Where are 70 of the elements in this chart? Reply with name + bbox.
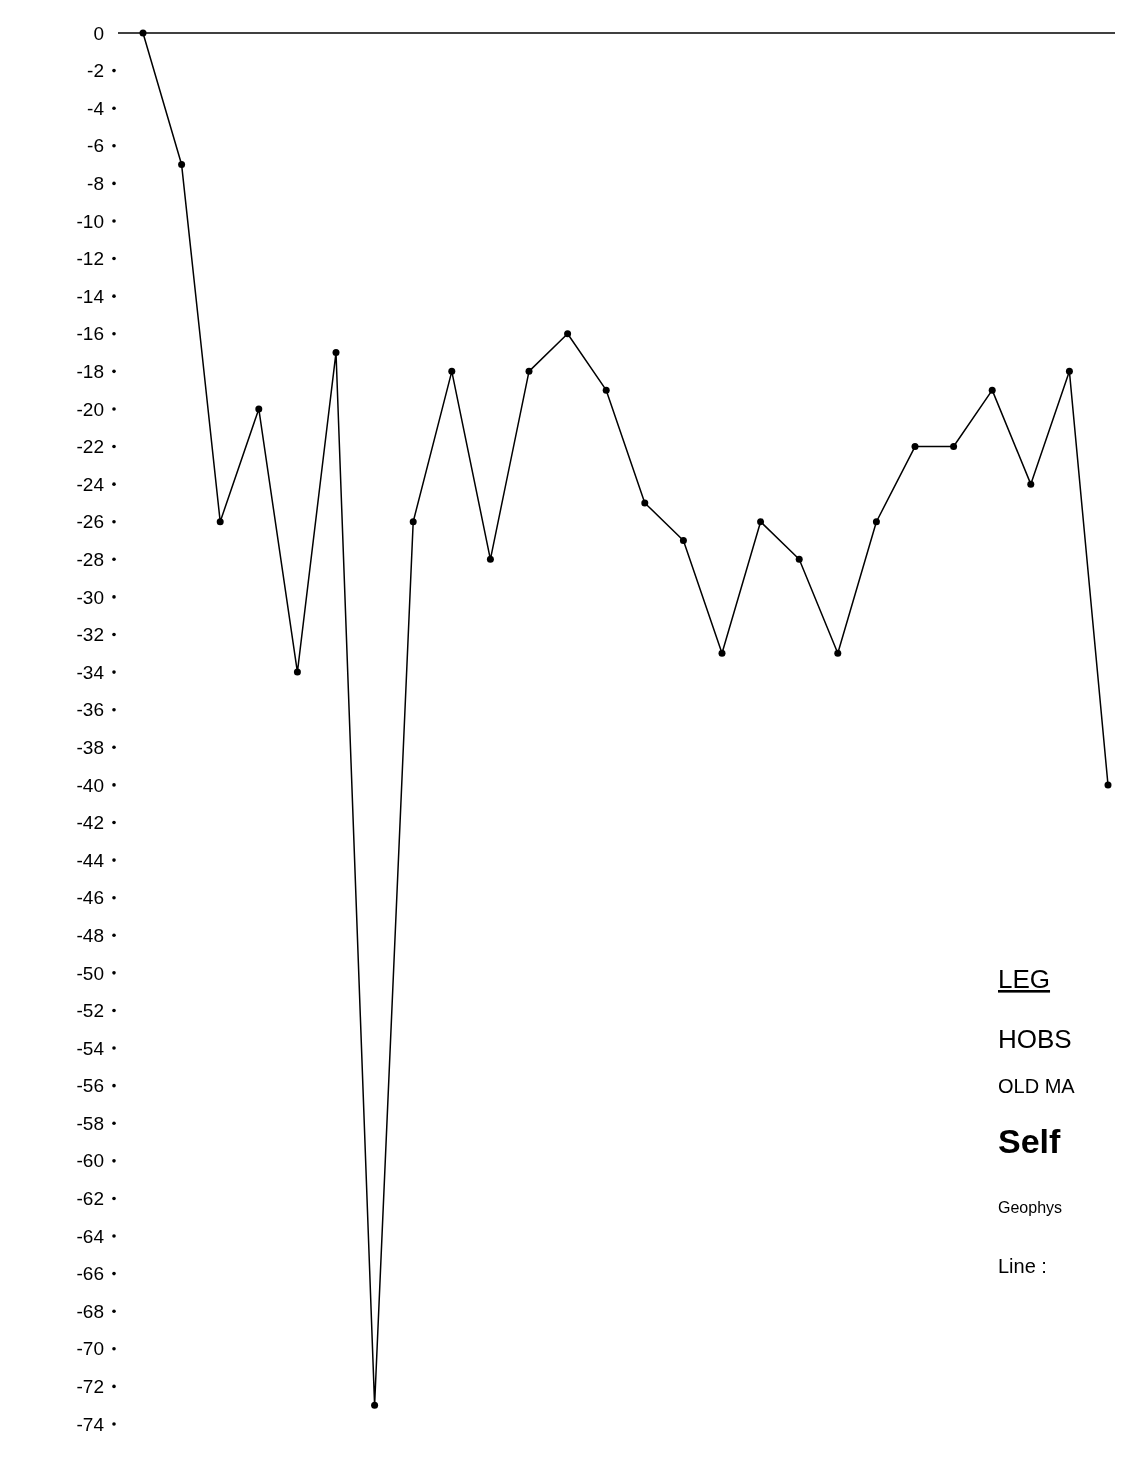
y-tick-label: -2: [87, 60, 104, 82]
annotation: Self: [998, 1122, 1062, 1160]
y-tick-label: -42: [76, 812, 104, 834]
point: [525, 367, 533, 375]
y-tick-label: -32: [76, 624, 104, 646]
y-tick-label: -68: [76, 1300, 104, 1322]
point: [178, 161, 186, 169]
y-tick-label: -56: [76, 1075, 104, 1097]
y-tick-label: -64: [76, 1225, 105, 1247]
annotation: OLD MA: [998, 1075, 1076, 1097]
annotation: LEG: [998, 964, 1051, 994]
y-tick-label: -38: [76, 736, 104, 758]
y-tick-label: -48: [76, 924, 104, 946]
y-tick-label: -40: [76, 774, 104, 796]
y-tick-label: -72: [76, 1376, 104, 1398]
point: [486, 555, 494, 563]
y-tick-label: -30: [76, 586, 104, 608]
y-tick-label: -34: [76, 661, 105, 683]
y-tick-label: -16: [76, 323, 104, 345]
point: [679, 537, 687, 545]
y-tick-label: -14: [76, 285, 105, 307]
point: [641, 499, 649, 507]
y-tick-label: 0: [93, 22, 104, 44]
y-tick-label: -26: [76, 511, 104, 533]
point: [293, 668, 301, 676]
point: [448, 367, 456, 375]
point: [1104, 781, 1112, 789]
point: [255, 405, 263, 413]
point: [139, 29, 147, 37]
point: [718, 649, 726, 657]
point: [988, 386, 996, 394]
y-tick-label: -60: [76, 1150, 104, 1172]
y-tick-label: -12: [76, 248, 104, 270]
y-tick-label: -4: [87, 97, 105, 119]
point: [409, 518, 417, 526]
annotation: HOBS: [998, 1024, 1072, 1054]
point: [795, 555, 803, 563]
annotation: Line :: [998, 1255, 1047, 1277]
y-tick-label: -20: [76, 398, 104, 420]
y-tick-label: -58: [76, 1112, 104, 1134]
point: [1065, 367, 1073, 375]
y-tick-label: -54: [76, 1037, 105, 1059]
point: [834, 649, 842, 657]
point: [371, 1401, 379, 1409]
y-tick-label: -36: [76, 699, 104, 721]
point: [332, 349, 340, 357]
y-tick-label: -22: [76, 436, 104, 458]
point: [216, 518, 224, 526]
y-tick-label: -18: [76, 361, 104, 382]
y-tick-label: -52: [76, 1000, 104, 1022]
y-tick-label: -70: [76, 1338, 104, 1360]
y-tick-label: -44: [76, 849, 105, 871]
annotation: Geophys: [998, 1199, 1063, 1216]
y-tick-label: -62: [76, 1188, 104, 1210]
y-tick-label: -6: [87, 135, 104, 157]
point: [602, 386, 610, 394]
y-tick-label: -10: [76, 210, 104, 232]
point: [1027, 480, 1035, 488]
y-tick-label: -28: [76, 548, 104, 570]
y-tick-label: -8: [87, 173, 104, 195]
y-tick-label: -24: [76, 473, 105, 495]
point: [757, 518, 765, 526]
y-tick-label: -50: [76, 962, 104, 984]
point: [564, 330, 572, 338]
y-tick-label: -66: [76, 1263, 104, 1285]
y-tick-label: -74: [76, 1413, 105, 1435]
point: [950, 443, 958, 451]
point: [911, 443, 919, 451]
point: [872, 518, 880, 526]
y-tick-label: -46: [76, 887, 104, 909]
